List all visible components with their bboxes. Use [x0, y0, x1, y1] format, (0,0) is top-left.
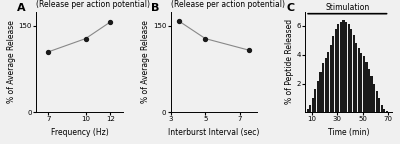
- Point: [82, 37, 89, 40]
- Bar: [358, 48, 360, 112]
- Point: [176, 20, 182, 22]
- Y-axis label: % of Peptide Released: % of Peptide Released: [285, 19, 294, 105]
- Text: A: A: [17, 3, 26, 13]
- Text: C: C: [286, 3, 294, 13]
- Bar: [307, 109, 309, 112]
- Point: [45, 51, 52, 53]
- Bar: [342, 20, 344, 112]
- Point: [246, 49, 252, 51]
- Text: B: B: [152, 3, 160, 13]
- Bar: [317, 81, 319, 112]
- Bar: [340, 22, 342, 112]
- X-axis label: Interburst Interval (sec): Interburst Interval (sec): [168, 128, 260, 137]
- Bar: [327, 52, 329, 112]
- Bar: [322, 63, 324, 112]
- Bar: [378, 98, 380, 112]
- Bar: [370, 76, 373, 112]
- Bar: [332, 36, 334, 112]
- X-axis label: Time (min): Time (min): [328, 128, 369, 137]
- Bar: [355, 43, 357, 112]
- Bar: [363, 56, 365, 112]
- Bar: [330, 45, 332, 112]
- Bar: [353, 35, 355, 112]
- Bar: [309, 105, 311, 112]
- Point: [202, 37, 208, 40]
- Bar: [320, 72, 322, 112]
- Text: Normalized release
(Release per action potential): Normalized release (Release per action p…: [36, 0, 150, 9]
- X-axis label: Frequency (Hz): Frequency (Hz): [50, 128, 108, 137]
- Bar: [324, 58, 327, 112]
- Point: [107, 21, 114, 23]
- Y-axis label: % of Average Release: % of Average Release: [7, 20, 16, 103]
- Bar: [337, 24, 340, 112]
- Bar: [365, 62, 368, 112]
- Bar: [335, 29, 337, 112]
- Bar: [312, 98, 314, 112]
- Text: Stimulation: Stimulation: [325, 3, 370, 12]
- Bar: [383, 109, 386, 112]
- Y-axis label: % of Average Release: % of Average Release: [141, 20, 150, 103]
- Bar: [345, 22, 347, 112]
- Bar: [360, 53, 362, 112]
- Bar: [348, 24, 350, 112]
- Bar: [314, 89, 316, 112]
- Bar: [368, 69, 370, 112]
- Bar: [381, 105, 383, 112]
- Bar: [386, 111, 388, 112]
- Bar: [376, 91, 378, 112]
- Bar: [350, 29, 352, 112]
- Bar: [373, 84, 375, 112]
- Text: Normalized release
(Release per action potential): Normalized release (Release per action p…: [170, 0, 284, 9]
